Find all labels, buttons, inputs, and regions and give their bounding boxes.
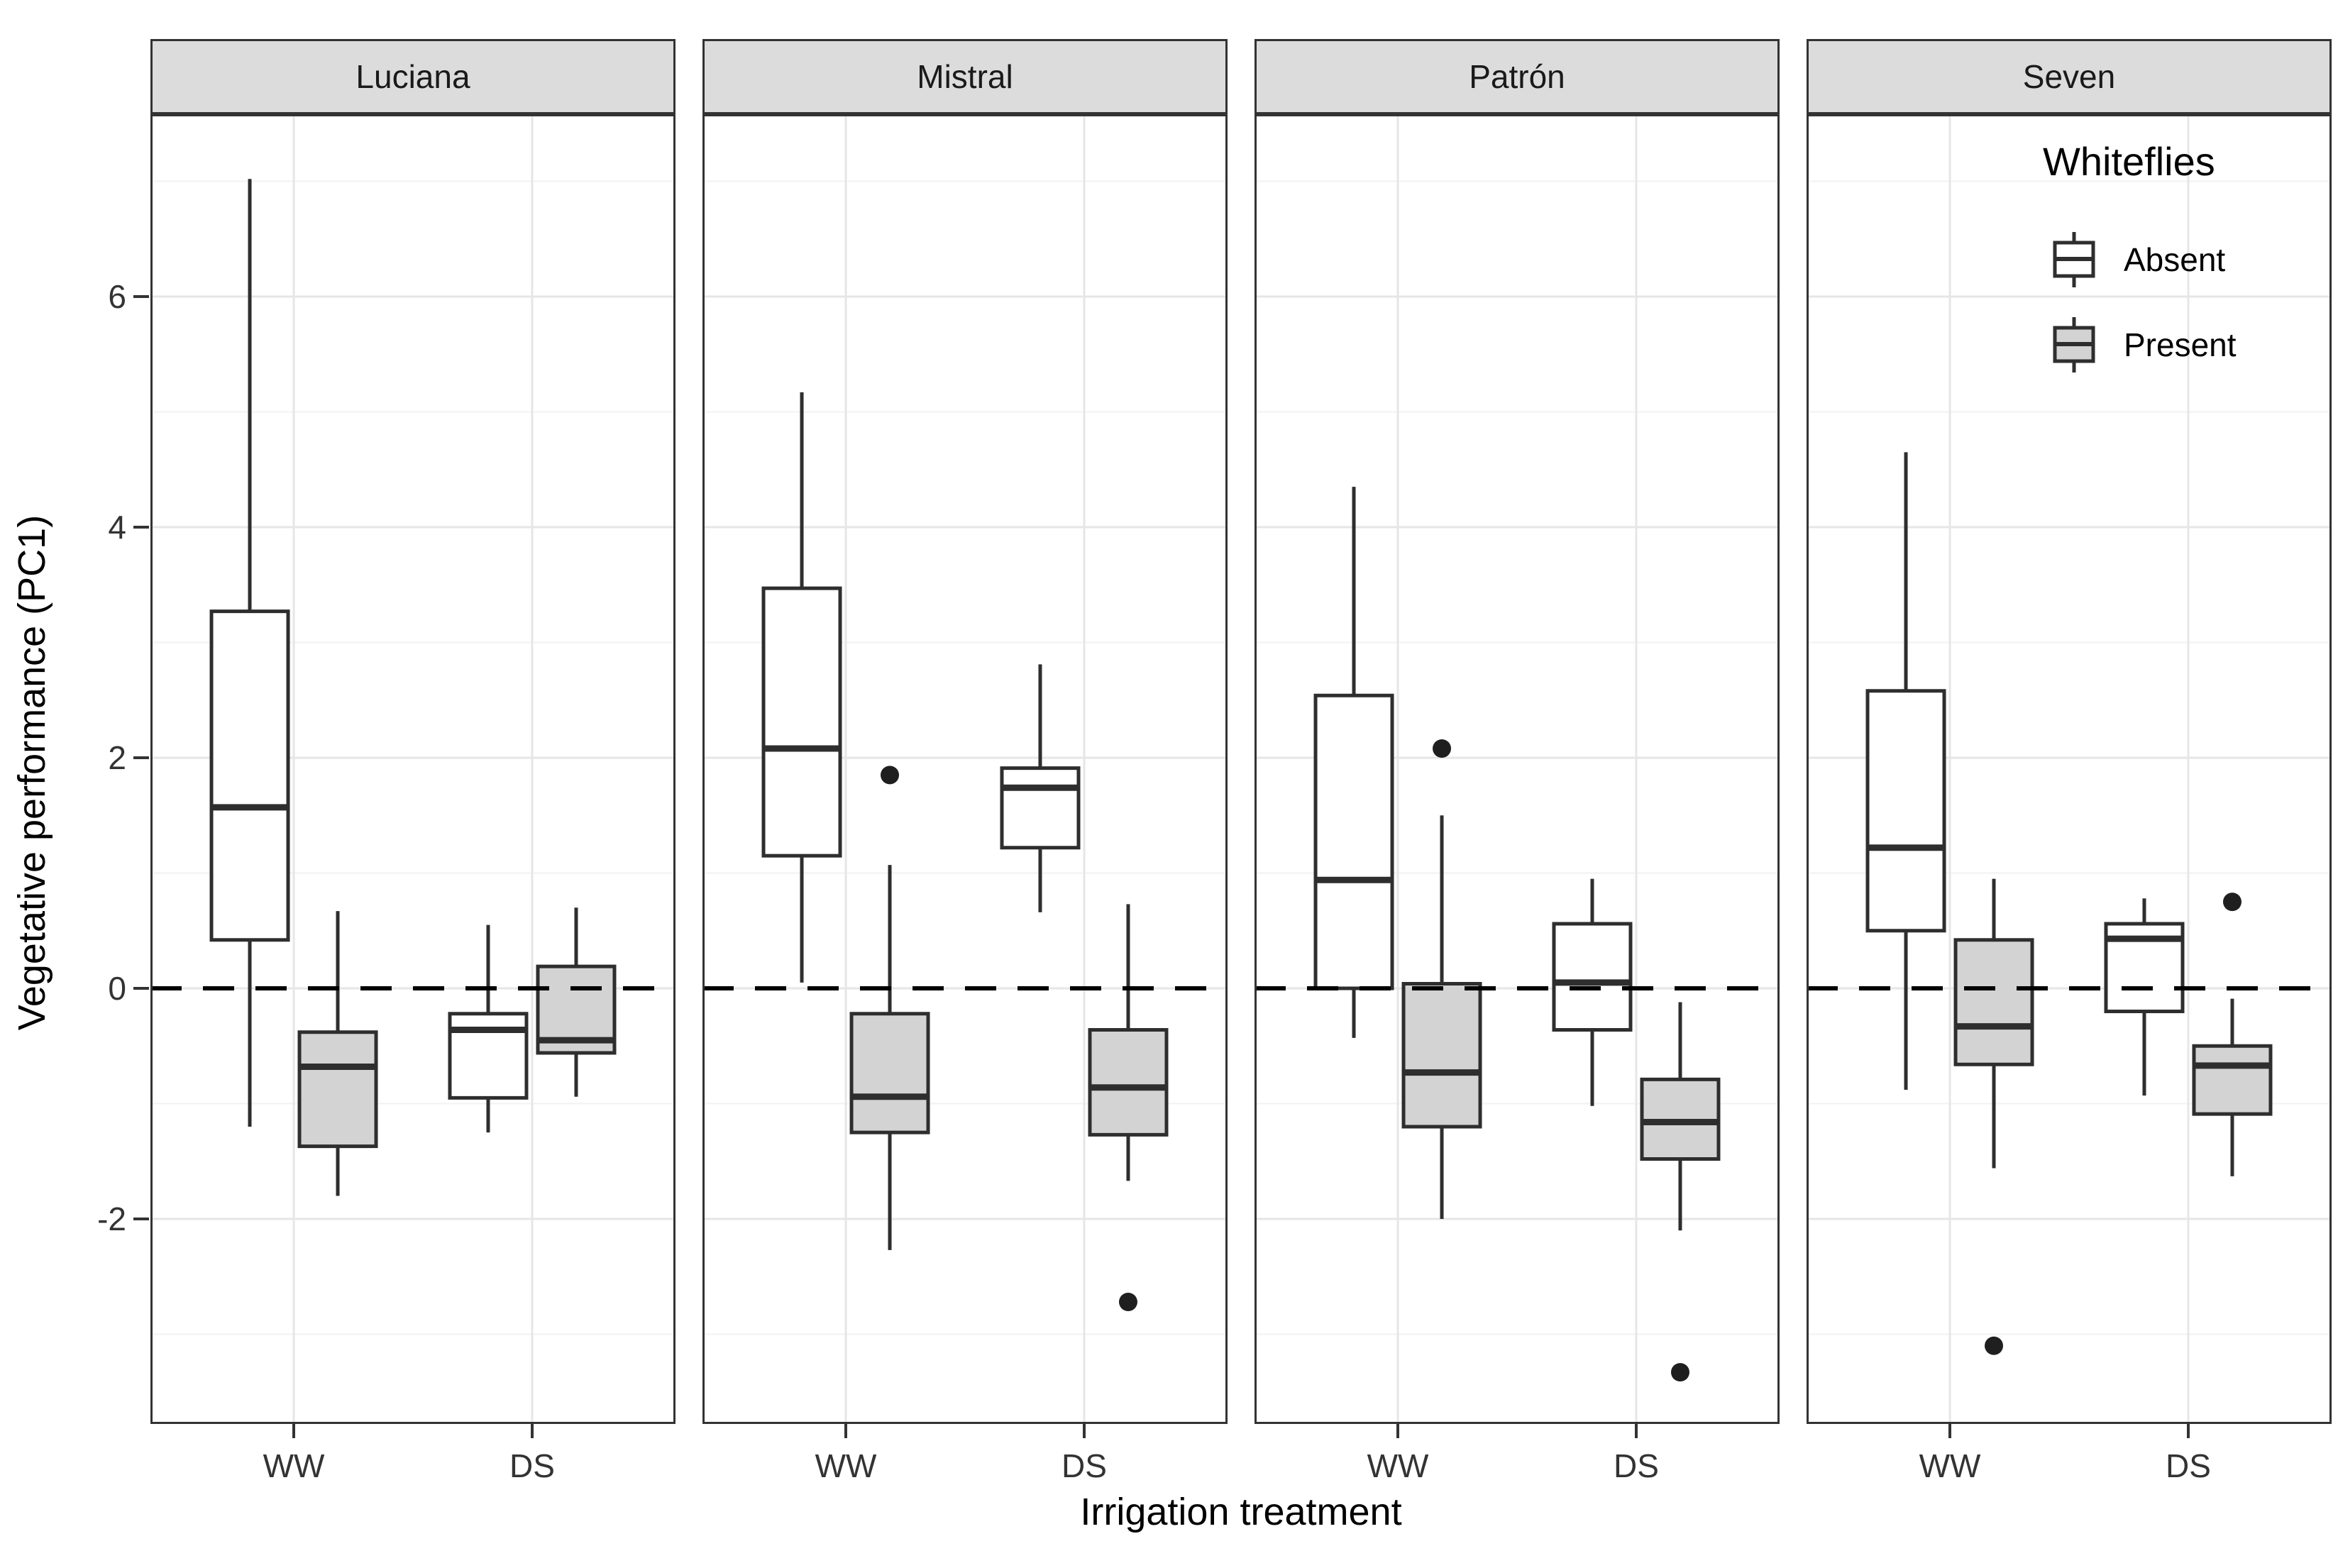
facet-canvas-patron (1257, 116, 1777, 1422)
facet-label-patron: Patrón (1469, 58, 1565, 95)
y-tick-mark-4 (133, 526, 149, 529)
x-tick-label-mistral-ds: DS (1062, 1447, 1107, 1484)
x-tick-label-seven-ww: WW (1919, 1447, 1981, 1484)
x-tick-label-patron-ww: WW (1367, 1447, 1429, 1484)
y-tick-label-6: 6 (108, 278, 126, 315)
x-axis-title: Irrigation treatment (1080, 1491, 1402, 1533)
boxplot-key-present-icon (2053, 317, 2095, 372)
facet-canvas-mistral (705, 116, 1225, 1422)
x-tick-mark-luciana-ww (292, 1424, 296, 1438)
facet-strip-seven: Seven (1807, 39, 2332, 114)
legend-item-absent: Absent (2051, 231, 2225, 289)
y-tick-label-2: 2 (108, 739, 126, 776)
box-mistral-ds-present (1088, 1028, 1169, 1137)
box-seven-ds-present (2192, 1044, 2273, 1116)
y-tick-label--2: -2 (97, 1200, 126, 1237)
y-tick-mark-6 (133, 295, 149, 298)
x-tick-label-seven-ds: DS (2166, 1447, 2211, 1484)
y-tick-label-4: 4 (108, 509, 126, 546)
box-seven-ww-present (1953, 938, 2034, 1066)
outlier-patron-ds-present (1670, 1363, 1689, 1382)
box-seven-ww-absent (1865, 689, 1946, 933)
x-tick-mark-patron-ww (1396, 1424, 1400, 1438)
y-tick-mark-0 (133, 987, 149, 990)
legend-item-present: Present (2051, 316, 2237, 374)
box-luciana-ww-absent (209, 609, 290, 942)
outlier-patron-ww-present (1433, 739, 1452, 758)
facet-panel-mistral (702, 114, 1228, 1424)
legend-label-present: Present (2124, 326, 2237, 363)
y-tick-label-0: 0 (108, 970, 126, 1007)
legend: Whiteflies Absent Present (2019, 138, 2331, 422)
facet-panel-seven (1807, 114, 2332, 1424)
x-tick-label-patron-ds: DS (1614, 1447, 1659, 1484)
x-tick-label-luciana-ds: DS (509, 1447, 555, 1484)
box-patron-ww-absent (1313, 693, 1394, 990)
y-tick-mark--2 (133, 1218, 149, 1220)
legend-label-absent: Absent (2124, 241, 2226, 278)
x-tick-mark-seven-ww (1948, 1424, 1952, 1438)
facet-panel-luciana (150, 114, 676, 1424)
outlier-mistral-ww-present (881, 766, 900, 785)
facet-strip-luciana: Luciana (150, 39, 676, 114)
x-tick-mark-mistral-ww (844, 1424, 848, 1438)
facet-label-mistral: Mistral (917, 58, 1013, 95)
outlier-seven-ds-present (2222, 893, 2241, 912)
x-tick-label-mistral-ww: WW (815, 1447, 877, 1484)
facet-canvas-luciana (153, 116, 673, 1422)
box-patron-ds-absent (1552, 922, 1633, 1032)
outlier-seven-ww-present (1985, 1336, 2004, 1355)
box-mistral-ds-absent (1000, 766, 1081, 850)
box-luciana-ds-absent (448, 1012, 529, 1100)
y-tick-mark-2 (133, 756, 149, 759)
box-luciana-ww-present (297, 1030, 378, 1149)
x-tick-label-luciana-ww: WW (263, 1447, 325, 1484)
box-mistral-ww-absent (761, 586, 842, 858)
facet-panel-patron (1255, 114, 1780, 1424)
box-patron-ww-present (1401, 982, 1482, 1129)
outlier-mistral-ds-present (1118, 1293, 1137, 1311)
x-tick-mark-mistral-ds (1082, 1424, 1086, 1438)
x-tick-mark-seven-ds (2186, 1424, 2190, 1438)
facet-strip-patron: Patrón (1255, 39, 1780, 114)
boxplot-key-absent-icon (2053, 232, 2095, 287)
facet-label-seven: Seven (2022, 58, 2116, 95)
facet-strip-mistral: Mistral (702, 39, 1228, 114)
x-tick-mark-patron-ds (1634, 1424, 1638, 1438)
box-mistral-ww-present (849, 1012, 930, 1134)
x-tick-mark-luciana-ds (530, 1424, 534, 1438)
legend-title: Whiteflies (2043, 139, 2215, 184)
facet-label-luciana: Luciana (355, 58, 470, 95)
facet-canvas-seven (1809, 116, 2329, 1422)
